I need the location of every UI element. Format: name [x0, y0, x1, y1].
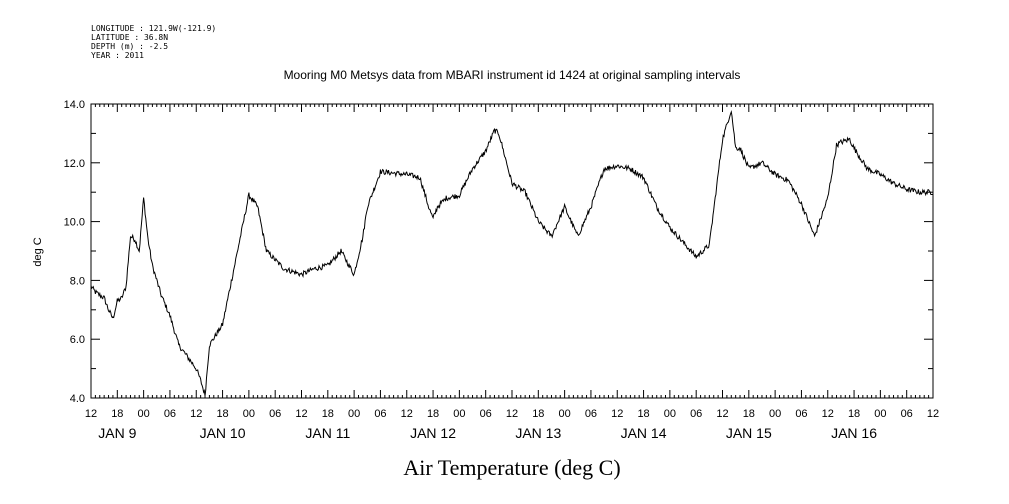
x-tick-label: 18	[743, 408, 755, 420]
x-tick-label: 12	[611, 408, 623, 420]
x-tick-label: 00	[874, 408, 886, 420]
x-tick-label: 06	[690, 408, 702, 420]
x-tick-label: 12	[927, 408, 939, 420]
y-tick-label: 14.0	[64, 99, 85, 111]
x-tick-label: 18	[111, 408, 123, 420]
y-tick-label: 4.0	[70, 393, 85, 405]
x-tick-label: 18	[427, 408, 439, 420]
x-tick-label: 12	[401, 408, 413, 420]
x-tick-label: 00	[138, 408, 150, 420]
x-tick-label: 06	[795, 408, 807, 420]
x-day-label: JAN 10	[200, 425, 246, 441]
x-day-label: JAN 13	[515, 425, 561, 441]
meta-depth: DEPTH (m) : -2.5	[91, 42, 168, 51]
air-temperature-line	[90, 109, 934, 396]
x-tick-label: 12	[716, 408, 728, 420]
y-tick-label: 6.0	[70, 334, 85, 346]
bottom-caption: Air Temperature (deg C)	[403, 455, 620, 480]
x-day-label: JAN 16	[831, 425, 877, 441]
x-tick-label: 06	[901, 408, 913, 420]
y-axis-label: deg C	[32, 237, 44, 266]
x-tick-label: 12	[190, 408, 202, 420]
plot-frame	[90, 103, 934, 399]
meta-year: YEAR : 2011	[91, 51, 144, 60]
x-day-label: JAN 15	[726, 425, 772, 441]
x-day-label: JAN 12	[410, 425, 456, 441]
x-tick-label: 06	[164, 408, 176, 420]
x-tick-label: 00	[769, 408, 781, 420]
x-tick-label: 00	[559, 408, 571, 420]
y-tick-label: 8.0	[70, 275, 85, 287]
x-tick-label: 06	[480, 408, 492, 420]
x-axis: 12 18 00 06 12 18 00 06 12 18 00 06 12 18 00 06 12 18 00 06…	[85, 104, 939, 441]
x-tick-label: 00	[453, 408, 465, 420]
x-tick-label: 12	[822, 408, 834, 420]
meta-longitude: LONGITUDE : 121.9W(-121.9)	[91, 24, 216, 33]
x-tick-label: 18	[216, 408, 228, 420]
x-tick-label: 00	[348, 408, 360, 420]
x-tick-label: 12	[506, 408, 518, 420]
chart-title: Mooring M0 Metsys data from MBARI instru…	[284, 68, 741, 82]
meta-latitude: LATITUDE : 36.8N	[91, 33, 168, 42]
x-tick-label: 06	[374, 408, 386, 420]
x-tick-label: 00	[243, 408, 255, 420]
x-tick-label: 18	[322, 408, 334, 420]
y-tick-label: 10.0	[64, 217, 85, 229]
x-tick-label: 12	[85, 408, 97, 420]
x-tick-label: 18	[848, 408, 860, 420]
x-tick-label: 00	[664, 408, 676, 420]
x-tick-label: 18	[532, 408, 544, 420]
x-tick-label: 12	[295, 408, 307, 420]
metadata-block: LONGITUDE : 121.9W(-121.9) LATITUDE : 36…	[91, 24, 216, 60]
y-axis: 4.0 6.0 8.0 10.0 12.0 14.0	[64, 99, 933, 405]
x-day-label: JAN 14	[621, 425, 667, 441]
x-tick-label: 06	[585, 408, 597, 420]
x-day-label: JAN 11	[305, 425, 350, 441]
x-day-label: JAN 9	[98, 425, 136, 441]
x-tick-label: 06	[269, 408, 281, 420]
x-tick-label: 18	[637, 408, 649, 420]
y-tick-label: 12.0	[64, 158, 85, 170]
